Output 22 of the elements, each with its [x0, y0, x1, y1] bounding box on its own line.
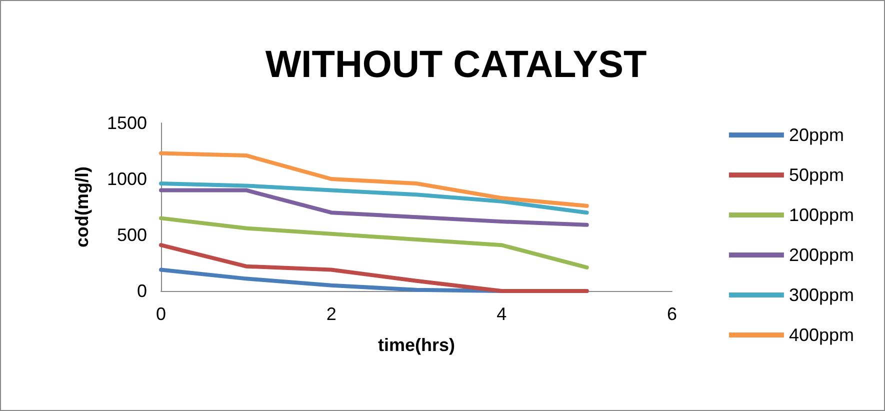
- y-tick-label: 0: [136, 281, 147, 301]
- x-tick-label: 6: [666, 304, 678, 324]
- x-tick-label: 0: [156, 304, 166, 324]
- chart-title: WITHOUT CATALYST: [265, 44, 647, 86]
- legend-label: 50ppm: [788, 165, 844, 185]
- legend-label: 20ppm: [788, 125, 844, 145]
- y-tick-label: 1500: [106, 113, 147, 133]
- line-series: [159, 151, 589, 208]
- legend-label: 200ppm: [788, 245, 854, 265]
- line-series: [159, 188, 589, 227]
- y-axis-title: cod(mg/l): [72, 166, 92, 248]
- legend-label: 400ppm: [788, 325, 854, 345]
- legend-label: 100ppm: [788, 205, 854, 225]
- line-series: [159, 243, 589, 293]
- x-axis-title: time(hrs): [378, 335, 456, 355]
- legend-label: 300ppm: [788, 285, 854, 305]
- x-tick-label: 4: [496, 304, 507, 324]
- y-tick-label: 500: [116, 225, 147, 245]
- x-tick-label: 2: [326, 304, 336, 324]
- y-tick-label: 1000: [106, 169, 147, 189]
- line-series: [159, 216, 589, 270]
- line-series: [159, 181, 589, 215]
